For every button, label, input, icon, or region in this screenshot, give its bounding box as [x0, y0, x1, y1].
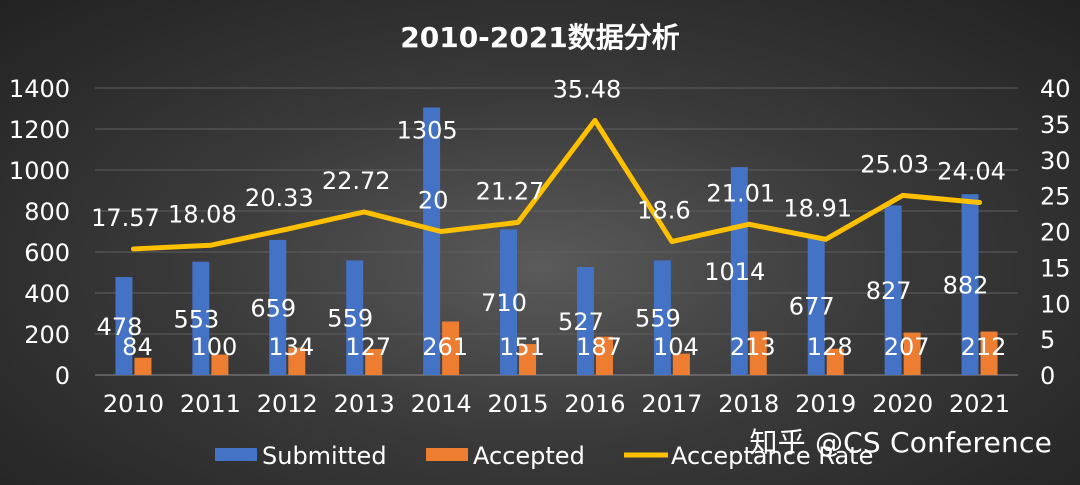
bar-submitted	[192, 261, 210, 375]
data-label-rate: 22.72	[322, 167, 391, 195]
legend-label: Submitted	[262, 442, 387, 470]
data-label-rate: 20.33	[245, 184, 314, 212]
y-right-tick-label: 15	[1040, 254, 1071, 282]
y-left-tick-label: 1400	[9, 75, 70, 103]
bar-submitted	[653, 260, 671, 375]
data-label-accepted: 261	[422, 333, 468, 361]
data-label-accepted: 207	[884, 333, 930, 361]
data-label-submitted: 677	[789, 293, 835, 321]
data-label-accepted: 128	[807, 333, 853, 361]
data-label-rate: 21.01	[706, 179, 775, 207]
data-label-rate: 25.03	[860, 150, 929, 178]
bar-accepted	[672, 353, 690, 375]
x-tick-label: 2016	[564, 390, 625, 418]
bar-accepted	[826, 348, 844, 375]
data-label-submitted: 659	[250, 294, 296, 322]
y-right-tick-label: 5	[1040, 326, 1055, 354]
y-left-tick-label: 0	[55, 362, 70, 390]
chart-title: 2010-2021数据分析	[400, 21, 679, 54]
y-right-tick-label: 0	[1040, 362, 1055, 390]
x-tick-label: 2017	[641, 390, 702, 418]
data-label-rate: 18.08	[168, 200, 237, 228]
bar-accepted	[595, 336, 613, 375]
bar-submitted	[423, 107, 441, 375]
legend-swatch	[215, 448, 257, 461]
x-tick-label: 2021	[949, 390, 1010, 418]
data-label-rate: 35.48	[553, 75, 622, 103]
x-tick-label: 2015	[488, 390, 549, 418]
bar-submitted	[576, 266, 594, 375]
data-label-accepted: 187	[576, 333, 622, 361]
bar-submitted	[115, 277, 133, 375]
x-tick-label: 2020	[872, 390, 933, 418]
bar-accepted	[903, 332, 921, 375]
y-right-tick-label: 35	[1040, 111, 1071, 139]
data-label-submitted: 559	[635, 305, 681, 333]
data-label-submitted: 559	[327, 305, 373, 333]
data-label-rate: 21.27	[476, 177, 545, 205]
y-left-tick-label: 800	[24, 198, 70, 226]
data-label-accepted: 100	[191, 333, 237, 361]
y-left-tick-label: 200	[24, 321, 70, 349]
x-tick-label: 2018	[718, 390, 779, 418]
data-label-submitted: 882	[943, 272, 989, 300]
bar-accepted	[980, 331, 998, 375]
x-tick-label: 2011	[180, 390, 241, 418]
data-label-rate: 24.04	[937, 158, 1006, 186]
y-right-tick-label: 10	[1040, 290, 1071, 318]
data-label-accepted: 104	[653, 333, 699, 361]
x-tick-label: 2010	[103, 390, 164, 418]
y-right-tick-label: 25	[1040, 183, 1071, 211]
x-tick-label: 2014	[411, 390, 472, 418]
line-acceptance-rate	[130, 117, 983, 252]
data-label-submitted: 710	[481, 289, 527, 317]
bar-submitted	[269, 239, 287, 375]
data-label-accepted: 151	[499, 333, 545, 361]
data-label-accepted: 213	[730, 333, 776, 361]
data-label-submitted: 1305	[397, 116, 458, 144]
y-right-tick-label: 20	[1040, 219, 1071, 247]
data-label-accepted: 127	[345, 333, 391, 361]
watermark-text: 知乎 @CS Conference	[749, 426, 1052, 459]
data-label-accepted: 134	[268, 333, 314, 361]
y-right-tick-label: 40	[1040, 75, 1071, 103]
bar-submitted	[961, 194, 979, 375]
data-label-submitted: 553	[173, 305, 219, 333]
bar-accepted	[134, 357, 152, 375]
data-label-submitted: 527	[558, 308, 604, 336]
data-label-accepted: 212	[961, 333, 1007, 361]
data-label-rate: 17.57	[91, 204, 160, 232]
data-label-rate: 20	[418, 187, 449, 215]
y-left-tick-label: 600	[24, 239, 70, 267]
data-label-submitted: 478	[97, 313, 143, 341]
x-tick-label: 2019	[795, 390, 856, 418]
legend-label: Accepted	[473, 442, 585, 470]
x-tick-label: 2012	[257, 390, 318, 418]
bar-submitted	[346, 260, 364, 375]
data-label-rate: 18.6	[637, 197, 690, 225]
bar-submitted	[730, 167, 748, 375]
y-left-tick-label: 400	[24, 280, 70, 308]
data-label-submitted: 1014	[704, 258, 765, 286]
bar-submitted	[807, 236, 825, 375]
legend-swatch	[426, 448, 468, 461]
bar-accepted	[749, 331, 767, 375]
x-tick-label: 2013	[334, 390, 395, 418]
data-label-rate: 18.91	[783, 194, 852, 222]
data-label-accepted: 84	[122, 333, 153, 361]
bar-accepted	[519, 344, 537, 375]
y-right-tick-label: 30	[1040, 147, 1071, 175]
bar-accepted	[288, 347, 306, 375]
bar-accepted	[442, 321, 460, 375]
data-label-submitted: 827	[866, 277, 912, 305]
y-left-tick-label: 1000	[9, 157, 70, 185]
bar-accepted	[365, 348, 383, 375]
bar-submitted	[500, 229, 518, 375]
bar-submitted	[884, 205, 902, 375]
y-left-tick-label: 1200	[9, 116, 70, 144]
legend-label: Acceptance Rate	[671, 442, 873, 470]
bar-accepted	[211, 354, 229, 375]
